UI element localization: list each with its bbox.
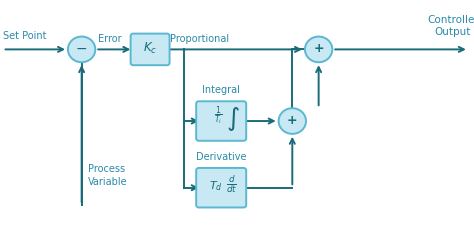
- Text: Proportional: Proportional: [170, 35, 229, 44]
- FancyBboxPatch shape: [196, 168, 246, 207]
- Text: $\frac{d}{dt}$: $\frac{d}{dt}$: [226, 173, 237, 195]
- Text: Derivative: Derivative: [196, 152, 246, 162]
- Text: Set Point: Set Point: [3, 31, 46, 41]
- Text: $\frac{1}{T_i}$: $\frac{1}{T_i}$: [214, 105, 223, 127]
- Text: $\int$: $\int$: [226, 104, 240, 133]
- Text: Error: Error: [99, 35, 122, 44]
- FancyBboxPatch shape: [131, 34, 170, 65]
- Text: −: −: [76, 42, 87, 56]
- Text: $T_d$: $T_d$: [209, 179, 223, 193]
- FancyBboxPatch shape: [196, 101, 246, 141]
- Circle shape: [305, 37, 332, 62]
- Text: $K_c$: $K_c$: [143, 41, 157, 56]
- Text: Controller
Output: Controller Output: [427, 16, 474, 37]
- Circle shape: [68, 37, 95, 62]
- Text: +: +: [313, 42, 324, 55]
- Text: +: +: [287, 114, 298, 127]
- Text: Integral: Integral: [202, 85, 240, 95]
- Circle shape: [279, 108, 306, 134]
- Text: Process
Variable: Process Variable: [88, 164, 128, 186]
